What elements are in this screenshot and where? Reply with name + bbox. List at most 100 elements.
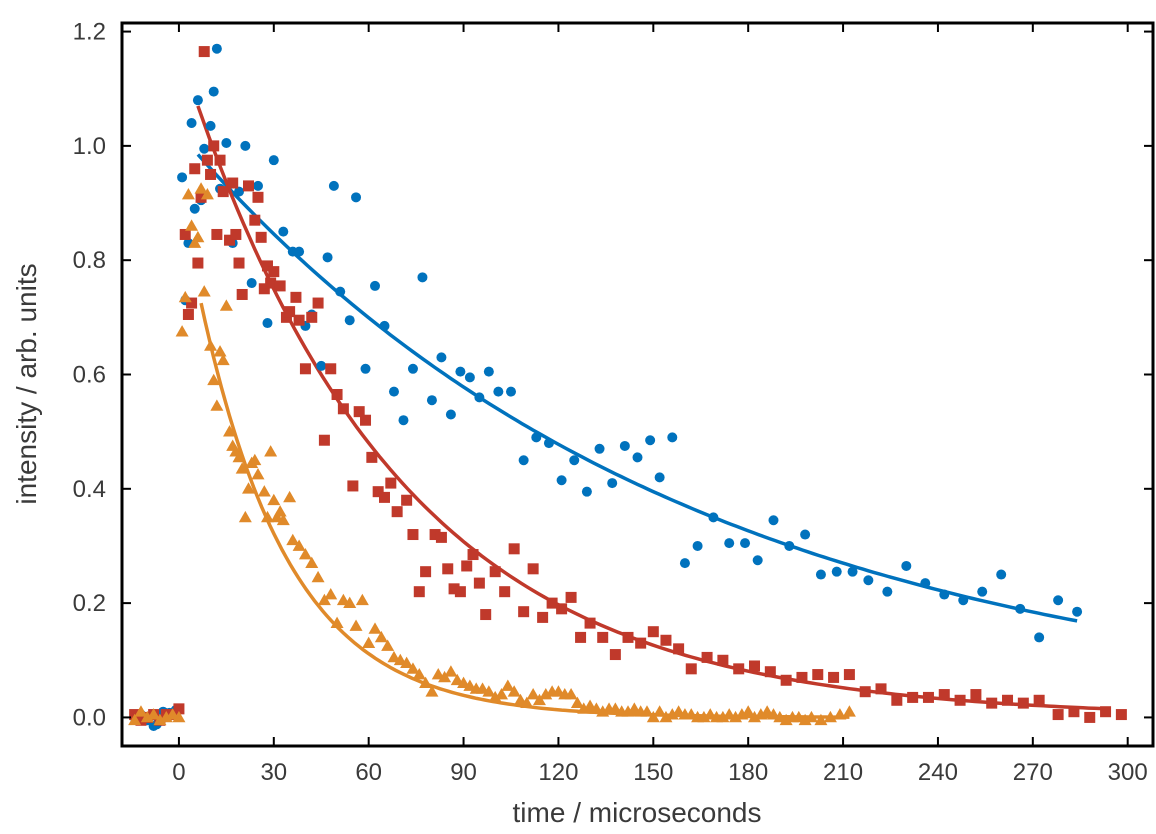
data-point-triangle bbox=[507, 685, 521, 697]
data-point-circle bbox=[246, 278, 257, 289]
data-point-circle bbox=[768, 515, 779, 526]
data-point-square bbox=[701, 651, 713, 663]
data-point-circle bbox=[344, 315, 355, 326]
data-point-circle bbox=[493, 386, 504, 397]
data-point-square bbox=[135, 714, 147, 726]
data-point-triangle bbox=[330, 616, 344, 628]
data-point-square bbox=[843, 669, 855, 681]
data-point-square bbox=[467, 549, 479, 561]
data-point-square bbox=[290, 291, 302, 303]
data-point-square bbox=[780, 674, 792, 686]
data-point-circle bbox=[667, 432, 678, 443]
data-point-square bbox=[565, 591, 577, 603]
data-point-triangle bbox=[754, 708, 768, 720]
data-point-triangle bbox=[735, 708, 749, 720]
data-point-circle bbox=[607, 478, 618, 489]
data-point-circle bbox=[240, 140, 251, 151]
data-point-square bbox=[205, 168, 217, 180]
data-point-square bbox=[986, 697, 998, 709]
data-point-square bbox=[195, 191, 207, 203]
data-point-square bbox=[293, 314, 305, 326]
data-point-square bbox=[211, 228, 223, 240]
data-point-square bbox=[717, 654, 729, 666]
data-point-triangle bbox=[153, 713, 167, 726]
data-point-square bbox=[299, 363, 311, 375]
data-point-square bbox=[198, 46, 210, 58]
data-point-triangle bbox=[257, 485, 271, 497]
data-point-triangle bbox=[223, 425, 237, 437]
data-point-circle bbox=[316, 360, 327, 371]
x-axis-label: time / microseconds bbox=[513, 797, 762, 828]
data-point-square bbox=[189, 163, 201, 175]
data-point-circle bbox=[278, 226, 289, 237]
fit-curve-circle bbox=[196, 153, 1078, 623]
data-point-circle bbox=[445, 409, 456, 420]
data-point-square bbox=[922, 691, 934, 703]
series-triangle-points bbox=[128, 182, 856, 726]
data-point-circle bbox=[1034, 632, 1045, 643]
data-point-triangle bbox=[495, 688, 509, 700]
data-point-square bbox=[622, 631, 634, 643]
data-point-triangle bbox=[400, 656, 414, 669]
data-point-square bbox=[284, 306, 296, 318]
data-point-square bbox=[537, 611, 549, 623]
x-tick-label: 270 bbox=[1013, 759, 1053, 786]
series-square-points bbox=[129, 46, 1127, 726]
data-point-circle bbox=[407, 363, 418, 374]
data-point-circle bbox=[464, 372, 475, 383]
data-point-square bbox=[407, 529, 419, 541]
data-point-square bbox=[1052, 709, 1064, 721]
data-point-triangle bbox=[716, 710, 730, 723]
data-point-square bbox=[448, 583, 460, 595]
data-point-square bbox=[236, 288, 248, 300]
data-point-circle bbox=[199, 143, 210, 154]
data-point-square bbox=[224, 234, 236, 246]
data-point-square bbox=[280, 311, 292, 323]
data-point-circle bbox=[294, 246, 305, 257]
data-point-circle bbox=[645, 435, 656, 446]
data-point-square bbox=[312, 297, 324, 309]
data-point-circle bbox=[221, 138, 232, 149]
data-point-triangle bbox=[488, 690, 502, 703]
data-point-triangle bbox=[368, 622, 382, 634]
data-point-square bbox=[954, 694, 966, 706]
data-point-square bbox=[733, 663, 745, 675]
data-point-triangle bbox=[823, 710, 837, 723]
data-point-triangle bbox=[317, 593, 331, 606]
data-point-triangle bbox=[232, 450, 246, 463]
x-tick-label: 300 bbox=[1108, 759, 1148, 786]
data-point-square bbox=[546, 597, 558, 609]
y-tick-label: 1.0 bbox=[73, 133, 106, 160]
data-point-triangle bbox=[128, 713, 142, 726]
data-point-circle bbox=[351, 192, 362, 203]
data-point-triangle bbox=[425, 685, 439, 697]
data-point-square bbox=[480, 609, 492, 621]
data-point-square bbox=[518, 606, 530, 618]
data-point-triangle bbox=[343, 596, 357, 608]
data-point-triangle bbox=[362, 636, 376, 648]
data-point-square bbox=[454, 586, 466, 598]
data-point-square bbox=[353, 406, 365, 418]
x-tick-label: 240 bbox=[918, 759, 958, 786]
data-point-triangle bbox=[596, 705, 610, 717]
data-point-square bbox=[556, 603, 568, 615]
data-point-square bbox=[875, 683, 887, 695]
data-point-circle bbox=[958, 595, 969, 606]
data-point-square bbox=[420, 566, 432, 578]
data-point-circle bbox=[211, 43, 222, 54]
x-tick-label: 180 bbox=[728, 759, 768, 786]
data-point-square bbox=[274, 280, 286, 292]
data-point-circle bbox=[177, 172, 188, 183]
data-point-triangle bbox=[178, 290, 192, 303]
data-point-circle bbox=[398, 415, 409, 426]
data-point-triangle bbox=[653, 705, 667, 717]
data-point-circle bbox=[679, 558, 690, 569]
data-point-square bbox=[173, 703, 185, 715]
data-point-triangle bbox=[305, 556, 319, 568]
data-point-triangle bbox=[200, 187, 214, 200]
data-point-triangle bbox=[324, 588, 338, 600]
data-point-circle bbox=[252, 180, 263, 191]
data-point-square bbox=[938, 689, 950, 701]
data-point-triangle bbox=[194, 182, 208, 194]
